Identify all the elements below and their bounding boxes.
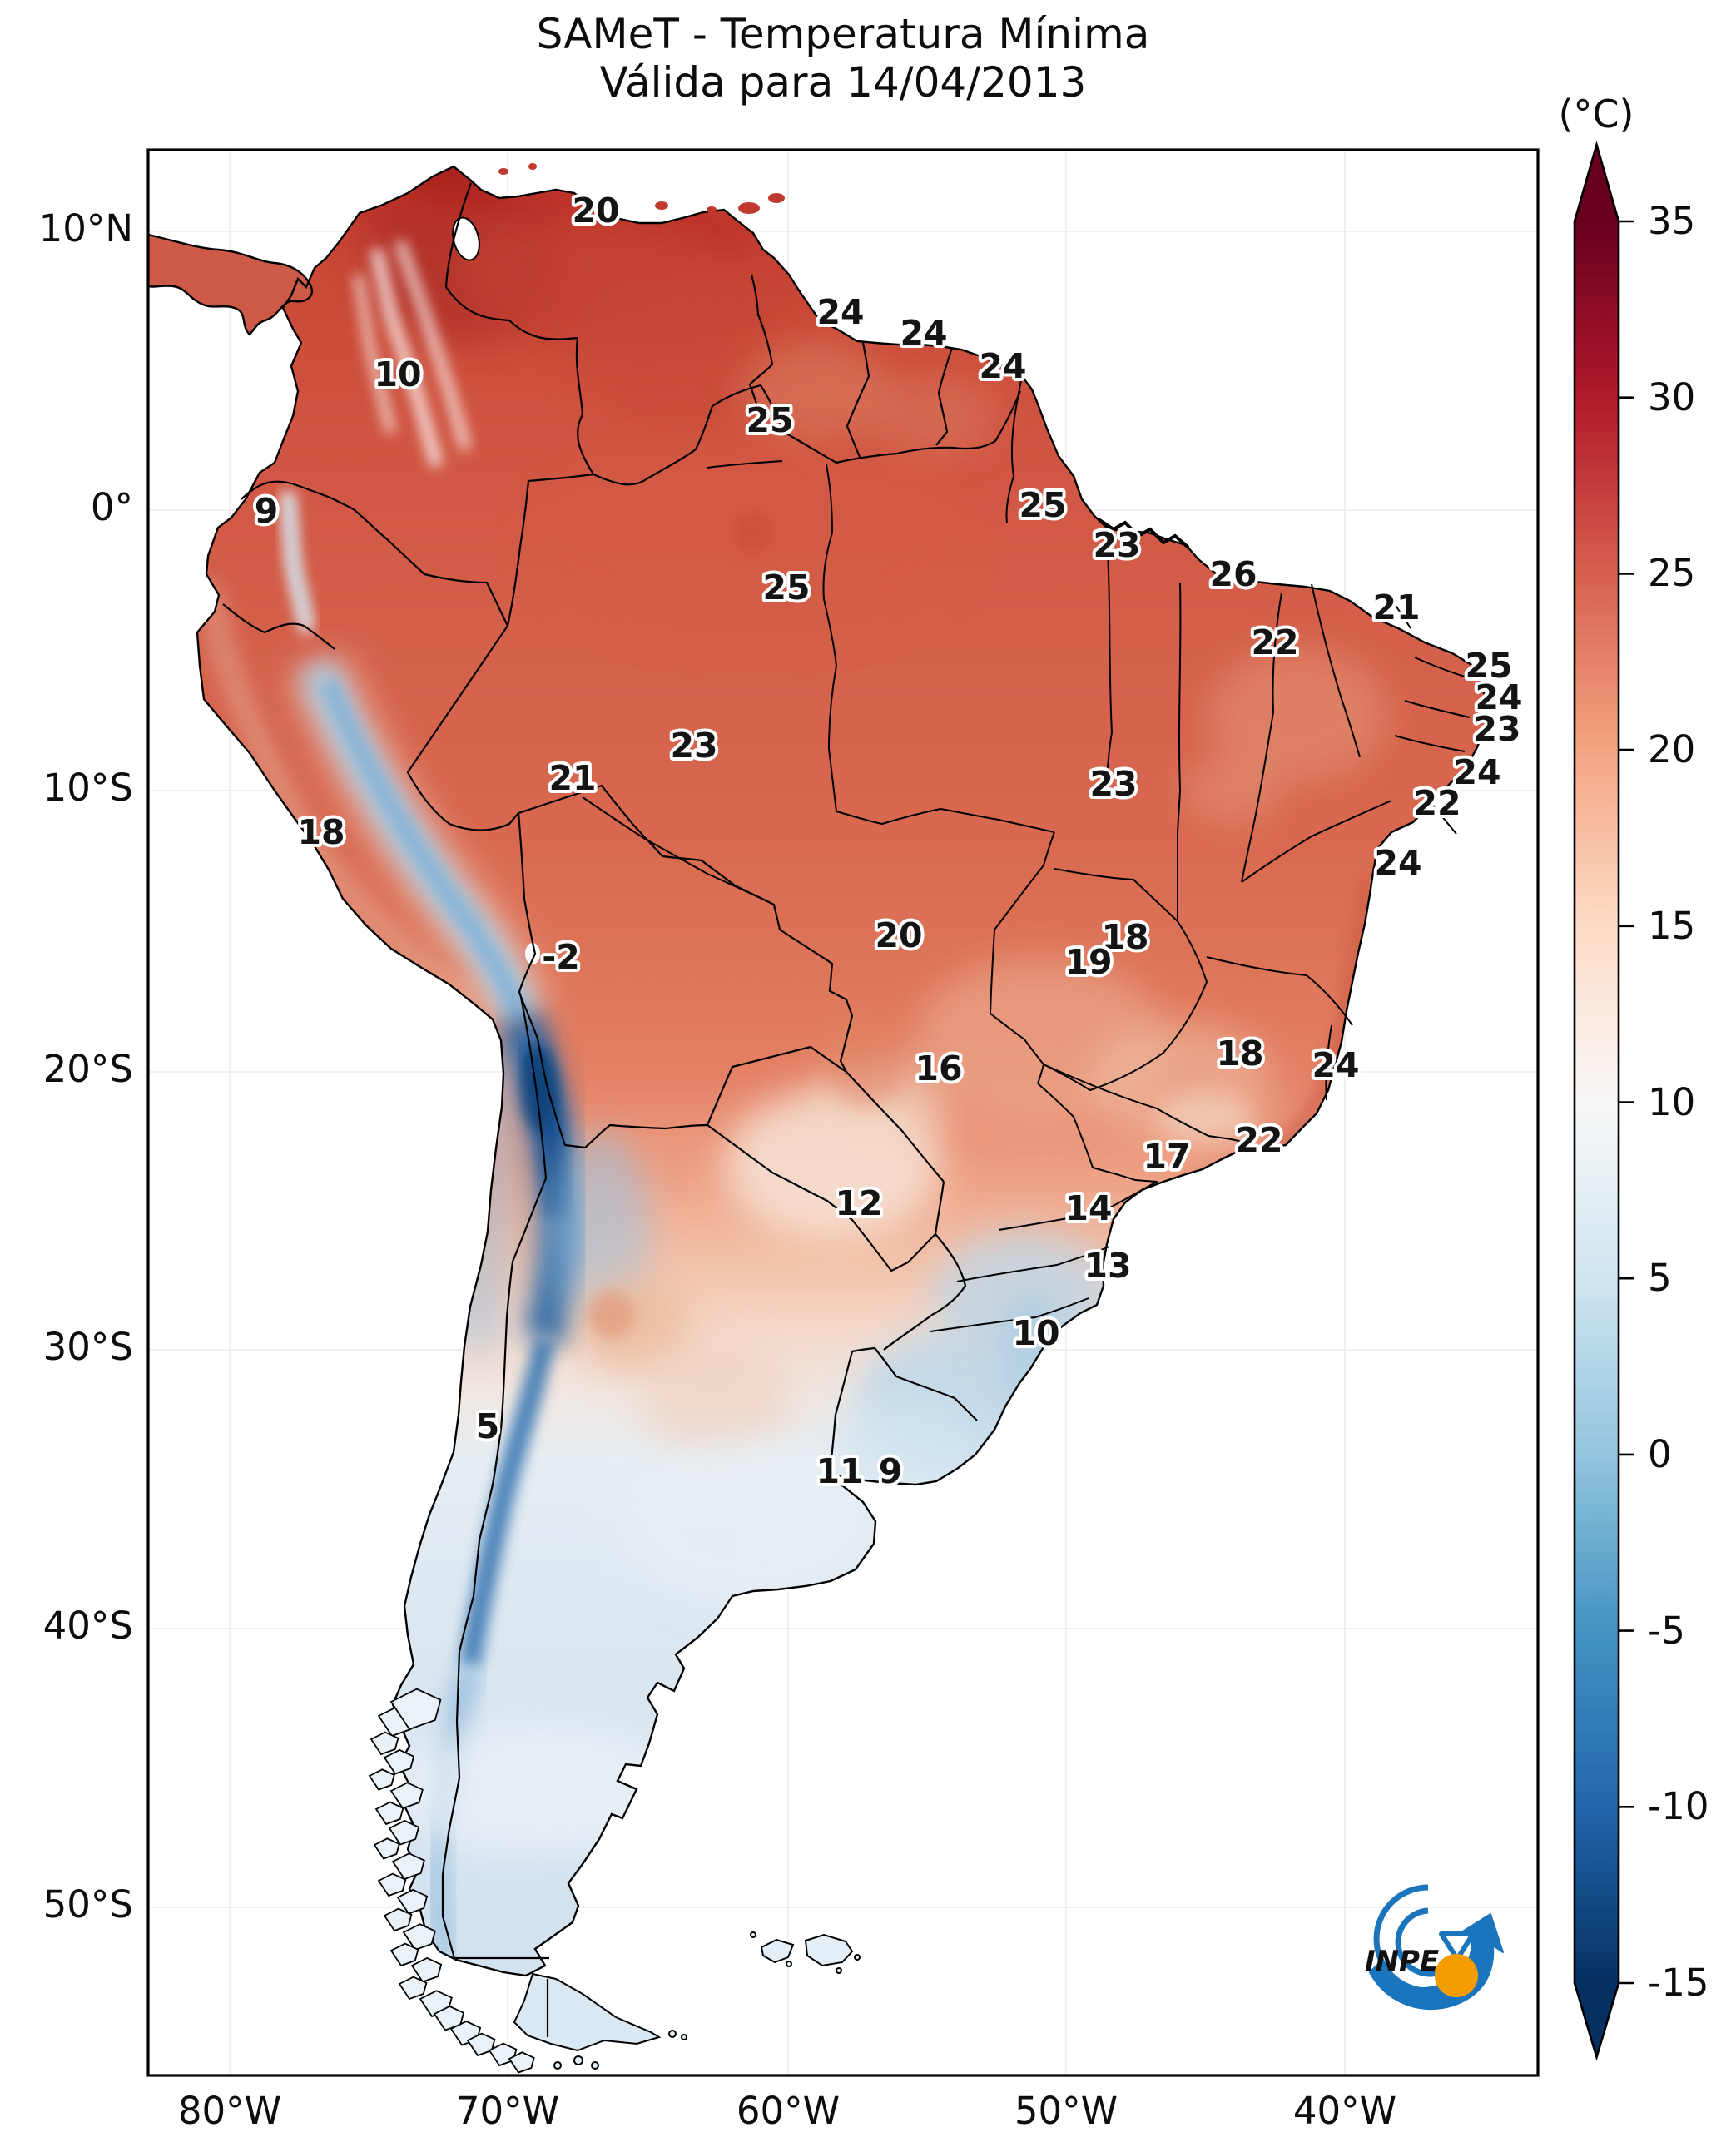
tierra-del-fuego-islets (553, 2030, 687, 2070)
colorbar-unit-label: (°C) (1558, 92, 1634, 136)
temperature-value-label: 10 (374, 355, 421, 394)
temperature-value-label: 24 (1475, 677, 1522, 717)
temperature-value-label: 22 (1251, 622, 1298, 662)
colorbar-tick-label: -10 (1648, 1784, 1709, 1829)
temperature-value-label: 23 (670, 726, 717, 766)
temperature-value-label: 25 (1019, 485, 1066, 525)
fjord-islet (389, 1782, 424, 1810)
temperature-value-label: 13 (1084, 1246, 1131, 1286)
temperature-value-label: 12 (835, 1183, 882, 1223)
temperature-value-label: 9 (255, 491, 279, 531)
fjord-islet (391, 1852, 425, 1881)
temperature-value-label: 26 (1209, 554, 1257, 594)
fjord-islet (508, 2051, 535, 2074)
lat-tick-label: 10°N (38, 206, 133, 250)
fjord-islet (388, 1819, 420, 1846)
lat-tick-label: 50°S (42, 1882, 133, 1926)
lakes (452, 216, 540, 964)
fjord-islet (368, 1768, 395, 1791)
lon-tick-label: 70°W (455, 2089, 560, 2133)
colorbar-tick-label: 5 (1648, 1256, 1672, 1301)
temperature-value-label: 18 (1101, 917, 1148, 957)
temperature-value-label: 24 (1312, 1045, 1359, 1085)
fjord-islet (398, 1976, 428, 2001)
fjord-islet (383, 1748, 415, 1775)
temperature-value-label: 20 (572, 191, 619, 231)
temperature-value-label: 16 (915, 1049, 962, 1088)
map-frame (146, 148, 1540, 2077)
temperature-value-label: 10 (1012, 1313, 1059, 1353)
temperature-value-label: 24 (816, 292, 864, 332)
temperature-value-label: 25 (746, 400, 793, 440)
fjord-islet (389, 1688, 442, 1731)
colorbar-tick-label: -15 (1648, 1961, 1709, 2005)
fjord-islet (389, 1942, 419, 1967)
colorbar-tick-label: -5 (1648, 1608, 1685, 1653)
country-borders (222, 182, 1022, 2037)
temperature-value-label: 23 (1093, 525, 1140, 565)
temperature-value-label: 22 (1413, 783, 1461, 823)
fjord-islet (373, 1837, 400, 1860)
temperature-value-label: 24 (1453, 752, 1500, 792)
colorbar-tick-label: 30 (1648, 374, 1696, 419)
fjord-islet (377, 1872, 407, 1897)
temperature-value-label: 18 (1216, 1034, 1263, 1074)
temperature-value-label: 24 (900, 313, 947, 353)
lon-tick-label: 60°W (736, 2089, 841, 2133)
state-borders (582, 375, 1471, 1332)
temperature-value-label: 23 (1089, 764, 1137, 804)
temperature-value-label: 21 (548, 758, 596, 798)
temperature-value-label: 11 (816, 1451, 863, 1491)
caribbean-islands (498, 163, 785, 214)
temperature-value-label: 24 (1374, 843, 1421, 883)
lat-tick-label: 10°S (42, 766, 133, 810)
colorbar-tick-label: 0 (1648, 1431, 1672, 1476)
figure-subtitle: Válida para 14/04/2013 (599, 58, 1087, 107)
lon-tick-label: 80°W (177, 2089, 282, 2133)
fjord-islet (410, 1956, 443, 1983)
inpe-logo: INPE (1365, 1884, 1504, 2010)
colorbar-tick-label: 15 (1648, 903, 1696, 948)
fjord-islet (466, 2032, 496, 2057)
lat-tick-label: 30°S (42, 1325, 133, 1369)
lat-tick-label: 0° (90, 485, 133, 529)
temperature-value-label: 20 (875, 915, 922, 955)
temperature-value-label: 14 (1064, 1188, 1112, 1228)
coastline (146, 165, 1488, 1977)
temperature-value-label: 24 (979, 346, 1026, 386)
lat-tick-label: 40°S (42, 1604, 133, 1648)
temperature-value-label: 23 (1473, 709, 1520, 749)
temperature-value-label: 17 (1143, 1137, 1190, 1177)
colorbar-tick-label: 20 (1648, 727, 1696, 772)
fjord-islet (396, 1888, 429, 1915)
temperature-value-label: 25 (762, 568, 810, 607)
temperature-value-label: 19 (1064, 942, 1112, 982)
fjord-islet (374, 1801, 404, 1826)
fjord-islet (433, 2005, 465, 2031)
fjord-islet (383, 1907, 413, 1932)
inpe-logo-text: INPE (1365, 1945, 1439, 1978)
temperature-value-label: -2 (542, 937, 580, 977)
lat-tick-label: 20°S (42, 1047, 133, 1091)
temperature-value-label: 22 (1235, 1120, 1282, 1160)
temperature-value-label: 21 (1372, 588, 1420, 627)
islands (368, 1688, 535, 2074)
temperature-value-label: 9 (879, 1451, 903, 1491)
colorbar-tick-label: 25 (1648, 551, 1696, 596)
fjord-islet (370, 1731, 399, 1756)
colorbar-tick-label: 10 (1648, 1079, 1696, 1124)
colorbar (1573, 141, 1634, 2061)
figure-title: SAMeT - Temperatura Mínima (536, 10, 1150, 58)
temperature-value-label: 25 (1465, 646, 1512, 686)
colorbar-tick-label: 35 (1648, 199, 1696, 243)
falkland-islands (750, 1931, 861, 1974)
lon-tick-label: 40°W (1292, 2089, 1397, 2133)
lon-tick-label: 50°W (1014, 2089, 1118, 2133)
temperature-value-label: 18 (297, 812, 345, 852)
temperature-value-label: 5 (476, 1406, 500, 1446)
